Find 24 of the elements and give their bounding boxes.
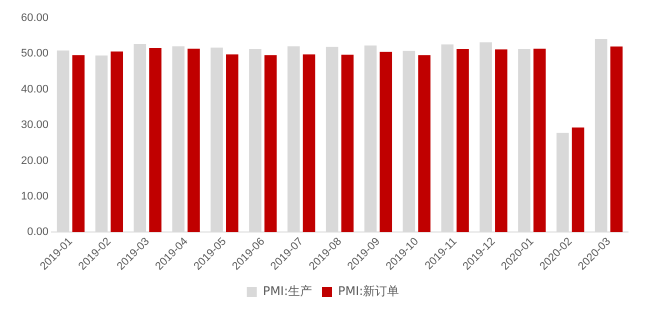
legend-label: PMI:新订单 xyxy=(338,284,400,298)
y-tick-label: 50.00 xyxy=(20,48,49,60)
bar xyxy=(418,55,430,232)
y-tick-label: 30.00 xyxy=(20,119,49,132)
bar xyxy=(572,128,584,232)
bar xyxy=(226,54,238,232)
bar xyxy=(341,54,354,232)
y-tick-label: 40.00 xyxy=(20,83,49,96)
bar xyxy=(264,55,277,232)
bar xyxy=(149,48,162,232)
bar xyxy=(72,55,85,232)
y-tick-label: 0.00 xyxy=(27,226,49,238)
bar xyxy=(302,54,316,232)
bar xyxy=(456,49,469,232)
bar xyxy=(533,48,546,232)
bar xyxy=(495,49,508,232)
y-tick-label: 60.00 xyxy=(20,12,49,24)
bar xyxy=(188,48,200,232)
bar xyxy=(110,52,124,232)
y-tick-label: 20.00 xyxy=(20,154,49,167)
legend-label: PMI:生产 xyxy=(262,284,312,298)
bar xyxy=(610,46,623,232)
bar xyxy=(380,52,392,232)
y-tick-label: 10.00 xyxy=(20,190,49,202)
